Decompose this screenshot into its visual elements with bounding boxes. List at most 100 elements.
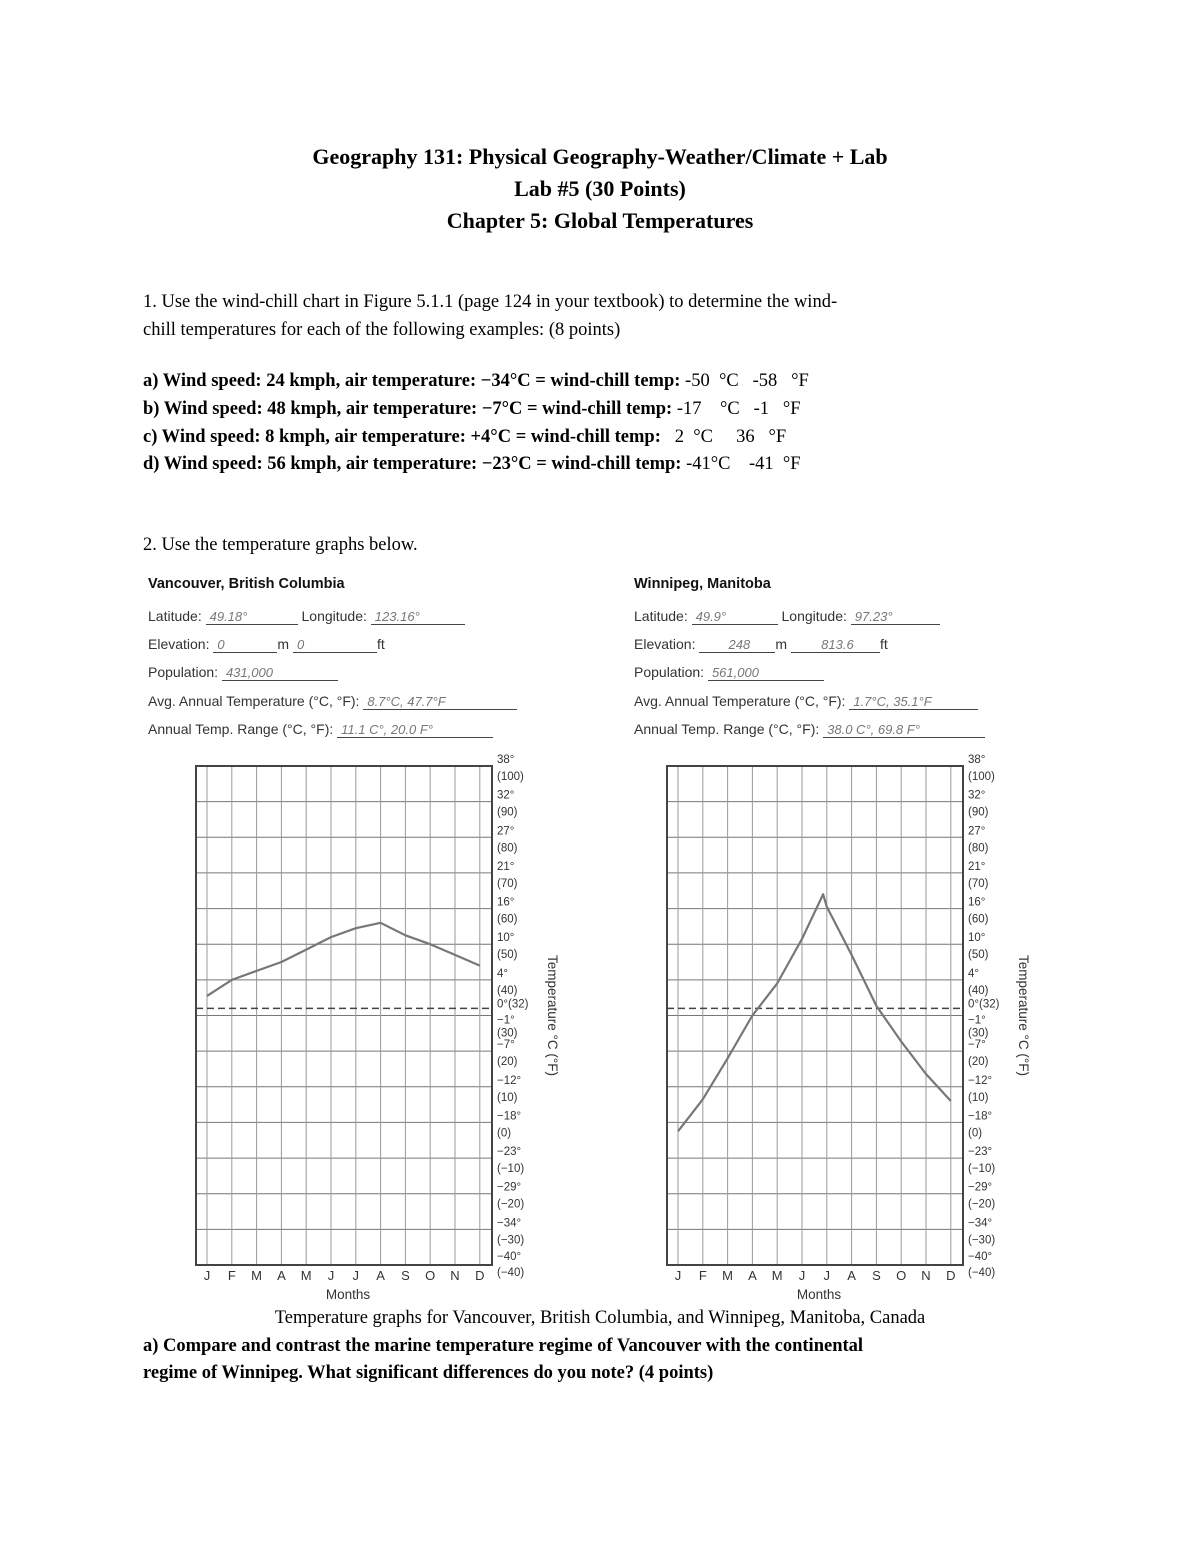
- xtick-label: S: [401, 1268, 410, 1283]
- range-label: Annual Temp. Range (°C, °F):: [634, 721, 820, 737]
- ytick-fahrenheit: (50): [968, 949, 989, 961]
- ytick-celsius: 27°: [497, 825, 514, 837]
- xtick-label: A: [376, 1268, 385, 1283]
- elevation-row: Elevation: 248 m 813.6 ft: [634, 636, 888, 653]
- ytick-fahrenheit: (70): [497, 878, 518, 890]
- elevation-label: Elevation:: [634, 636, 696, 652]
- ytick-fahrenheit: (30): [968, 1028, 989, 1040]
- ytick-fahrenheit: (100): [968, 771, 995, 783]
- ytick-celsius: −7°: [968, 1039, 986, 1051]
- xtick-label: O: [425, 1268, 435, 1283]
- xtick-label: M: [301, 1268, 312, 1283]
- ytick-celsius: −29°: [497, 1182, 521, 1194]
- xtick-label: F: [699, 1268, 707, 1283]
- m-unit: m: [277, 636, 290, 652]
- ft-unit: ft: [879, 636, 888, 652]
- q1-item-question: b) Wind speed: 48 kmph, air temperature:…: [143, 399, 673, 419]
- ytick-fahrenheit: (0): [968, 1127, 982, 1139]
- ytick-celsius: 21°: [497, 861, 514, 873]
- ft-unit: ft: [376, 636, 385, 652]
- lat-long-row: Latitude: 49.9° Longitude: 97.23°: [634, 608, 940, 625]
- xtick-label: D: [475, 1268, 484, 1283]
- ytick-celsius: −40°: [968, 1251, 992, 1263]
- range-row: Annual Temp. Range (°C, °F): 38.0 C°, 69…: [634, 721, 986, 738]
- vancouver-temperature-chart: 38° (100) 32° (90) 27° (80) 21° (70) 16° (60) 10° (…: [195, 754, 560, 1302]
- y-axis-label: Temperature °C (°F): [1016, 955, 1031, 1076]
- xtick-label: S: [872, 1268, 881, 1283]
- q1-item-answer: -17 °C -1 °F: [672, 399, 801, 419]
- ytick-celsius: −40°: [497, 1251, 521, 1263]
- ytick-celsius: 21°: [968, 861, 985, 873]
- q1-prompt-line1: 1. Use the wind-chill chart in Figure 5.…: [143, 292, 838, 312]
- ytick-celsius: 10°: [497, 932, 514, 944]
- ytick-fahrenheit: (−10): [497, 1163, 524, 1175]
- ytick-celsius: 10°: [968, 932, 985, 944]
- temperature-line: [677, 893, 952, 1132]
- lat-long-row: Latitude: 49.18° Longitude: 123.16°: [148, 608, 465, 625]
- xtick-label: M: [722, 1268, 733, 1283]
- winnipeg-info: Winnipeg, Manitoba Latitude: 49.9° Longi…: [634, 576, 1054, 746]
- ytick-celsius: 38°: [497, 754, 514, 766]
- winnipeg-temperature-chart: 38° (100) 32° (90) 27° (80) 21° (70) 16° (60) 10° (…: [666, 754, 1031, 1302]
- q1-item-d: d) Wind speed: 56 kmph, air temperature:…: [143, 454, 801, 475]
- q1-item-c: c) Wind speed: 8 kmph, air temperature: …: [143, 427, 786, 448]
- xtick-label: A: [277, 1268, 286, 1283]
- population-label: Population:: [148, 664, 219, 680]
- longitude-label: Longitude:: [301, 608, 367, 624]
- latitude-label: Latitude:: [148, 608, 202, 624]
- ytick-fahrenheit: (90): [968, 807, 989, 819]
- ytick-celsius: 16°: [968, 897, 985, 909]
- x-axis-label: Months: [797, 1287, 842, 1302]
- longitude-value: 97.23°: [850, 609, 940, 625]
- ytick-fahrenheit: (70): [968, 878, 989, 890]
- ytick-fahrenheit: (−30): [968, 1234, 995, 1246]
- latitude-value: 49.18°: [205, 609, 298, 625]
- figure-caption: Temperature graphs for Vancouver, Britis…: [274, 1308, 926, 1328]
- ytick-fahrenheit: (20): [968, 1056, 989, 1068]
- xtick-label: F: [228, 1268, 236, 1283]
- population-value: 431,000: [221, 665, 338, 681]
- y-axis-label: Temperature °C (°F): [545, 955, 560, 1076]
- ytick-celsius: −12°: [497, 1075, 521, 1087]
- q2-prompt: 2. Use the temperature graphs below.: [143, 535, 418, 555]
- ytick-fahrenheit: (60): [497, 914, 518, 926]
- avg-temp-value: 8.7°C, 47.7°F: [363, 694, 518, 710]
- range-row: Annual Temp. Range (°C, °F): 11.1 C°, 20…: [148, 721, 494, 738]
- lab-title: Lab #5 (30 Points): [514, 176, 686, 201]
- ytick-celsius: −1°: [497, 1015, 515, 1027]
- longitude-label: Longitude:: [781, 608, 847, 624]
- avg-temp-label: Avg. Annual Temperature (°C, °F):: [148, 693, 360, 709]
- xtick-label: J: [353, 1268, 360, 1283]
- ytick-celsius: 32°: [497, 790, 514, 802]
- ytick-celsius: 4°: [968, 968, 979, 980]
- ytick-fahrenheit: (10): [968, 1092, 989, 1104]
- ytick-fahrenheit: (100): [497, 771, 524, 783]
- avg-temp-label: Avg. Annual Temperature (°C, °F):: [634, 693, 846, 709]
- freezing-label: 0°(32): [497, 998, 529, 1010]
- range-value: 38.0 C°, 69.8 F°: [823, 722, 986, 738]
- elevation-m-value: 248: [699, 637, 776, 653]
- elevation-m-value: 0: [213, 637, 278, 653]
- range-label: Annual Temp. Range (°C, °F):: [148, 721, 334, 737]
- xtick-label: O: [896, 1268, 906, 1283]
- q1-item-b: b) Wind speed: 48 kmph, air temperature:…: [143, 399, 801, 420]
- x-axis-label: Months: [326, 1287, 371, 1302]
- ytick-celsius: −34°: [968, 1217, 992, 1229]
- xtick-label: J: [328, 1268, 335, 1283]
- ytick-fahrenheit: (80): [968, 842, 989, 854]
- xtick-label: M: [772, 1268, 783, 1283]
- avg-temp-row: Avg. Annual Temperature (°C, °F): 8.7°C,…: [148, 693, 518, 710]
- freezing-label: 0°(32): [968, 998, 1000, 1010]
- ytick-fahrenheit: (0): [497, 1127, 511, 1139]
- xtick-label: D: [946, 1268, 955, 1283]
- ytick-celsius: 4°: [497, 968, 508, 980]
- avg-temp-row: Avg. Annual Temperature (°C, °F): 1.7°C,…: [634, 693, 979, 710]
- elevation-ft-value: 813.6: [790, 637, 880, 653]
- q1-item-a: a) Wind speed: 24 kmph, air temperature:…: [143, 371, 809, 392]
- xtick-label: N: [921, 1268, 930, 1283]
- ytick-celsius: 27°: [968, 825, 985, 837]
- ytick-celsius: −29°: [968, 1182, 992, 1194]
- latitude-value: 49.9°: [691, 609, 778, 625]
- ytick-fahrenheit: (90): [497, 807, 518, 819]
